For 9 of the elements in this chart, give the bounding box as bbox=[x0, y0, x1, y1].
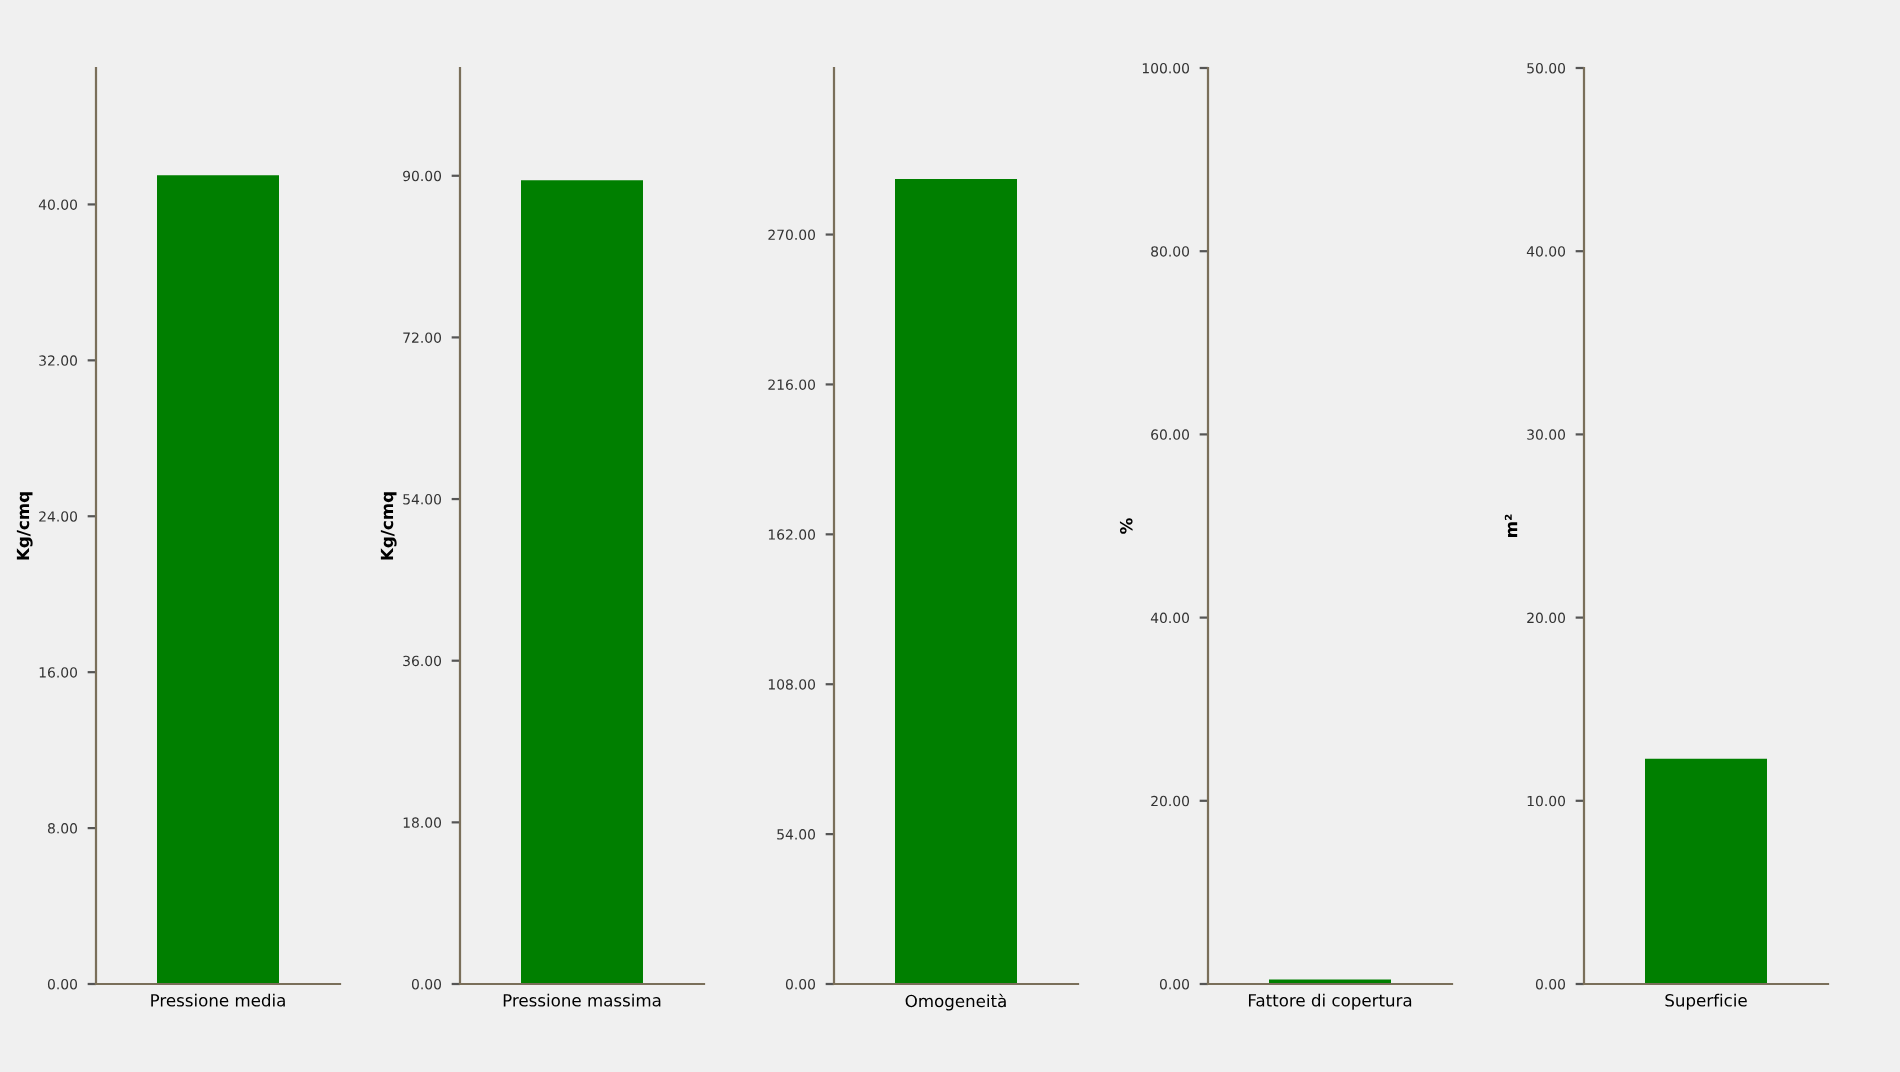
x-tick-label: Fattore di copertura bbox=[1248, 993, 1412, 1010]
y-axis-title: Kg/cmq bbox=[380, 492, 397, 560]
x-tick-label: Pressione massima bbox=[503, 993, 661, 1007]
x-tick-label: Pressione media bbox=[151, 993, 285, 1007]
x-tick-label: Superficie bbox=[1665, 993, 1747, 1010]
y-axis-title: m² bbox=[1504, 514, 1518, 537]
y-axis-title: Kg/cmq bbox=[16, 492, 33, 560]
y-axis-title: % bbox=[1119, 518, 1133, 534]
x-tick-label: Omogeneità bbox=[905, 993, 1006, 1011]
